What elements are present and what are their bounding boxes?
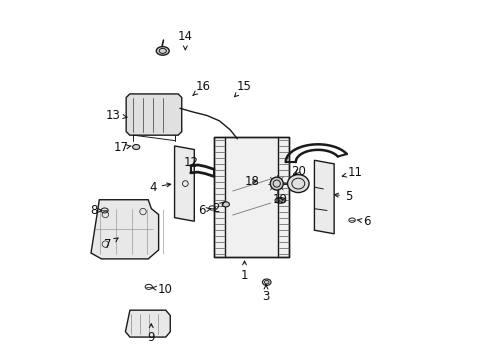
Polygon shape — [126, 94, 182, 135]
Text: 16: 16 — [193, 80, 210, 95]
Text: 18: 18 — [244, 175, 259, 188]
Polygon shape — [214, 137, 289, 257]
Text: 15: 15 — [234, 80, 251, 97]
Text: 20: 20 — [290, 165, 305, 177]
Text: 19: 19 — [272, 193, 287, 206]
Text: 6: 6 — [356, 215, 369, 228]
Text: 6: 6 — [197, 204, 210, 217]
Polygon shape — [125, 310, 170, 337]
Text: 7: 7 — [104, 238, 118, 251]
Text: 10: 10 — [152, 283, 173, 296]
Text: 9: 9 — [147, 324, 155, 344]
Polygon shape — [314, 160, 333, 234]
Ellipse shape — [287, 175, 308, 193]
Text: 4: 4 — [149, 181, 170, 194]
Ellipse shape — [132, 144, 140, 149]
Polygon shape — [174, 146, 194, 221]
Ellipse shape — [262, 279, 270, 285]
Text: 13: 13 — [106, 109, 127, 122]
Text: 8: 8 — [90, 204, 102, 217]
Text: 14: 14 — [178, 30, 192, 50]
Text: 3: 3 — [262, 284, 269, 303]
Text: 5: 5 — [334, 190, 351, 203]
Text: 2: 2 — [212, 202, 224, 215]
Text: 17: 17 — [113, 141, 131, 154]
Polygon shape — [91, 200, 158, 259]
Text: 1: 1 — [240, 261, 248, 282]
Ellipse shape — [156, 46, 169, 55]
Text: 12: 12 — [183, 156, 198, 168]
Ellipse shape — [222, 202, 229, 207]
Text: 11: 11 — [342, 166, 363, 179]
Ellipse shape — [270, 177, 283, 190]
